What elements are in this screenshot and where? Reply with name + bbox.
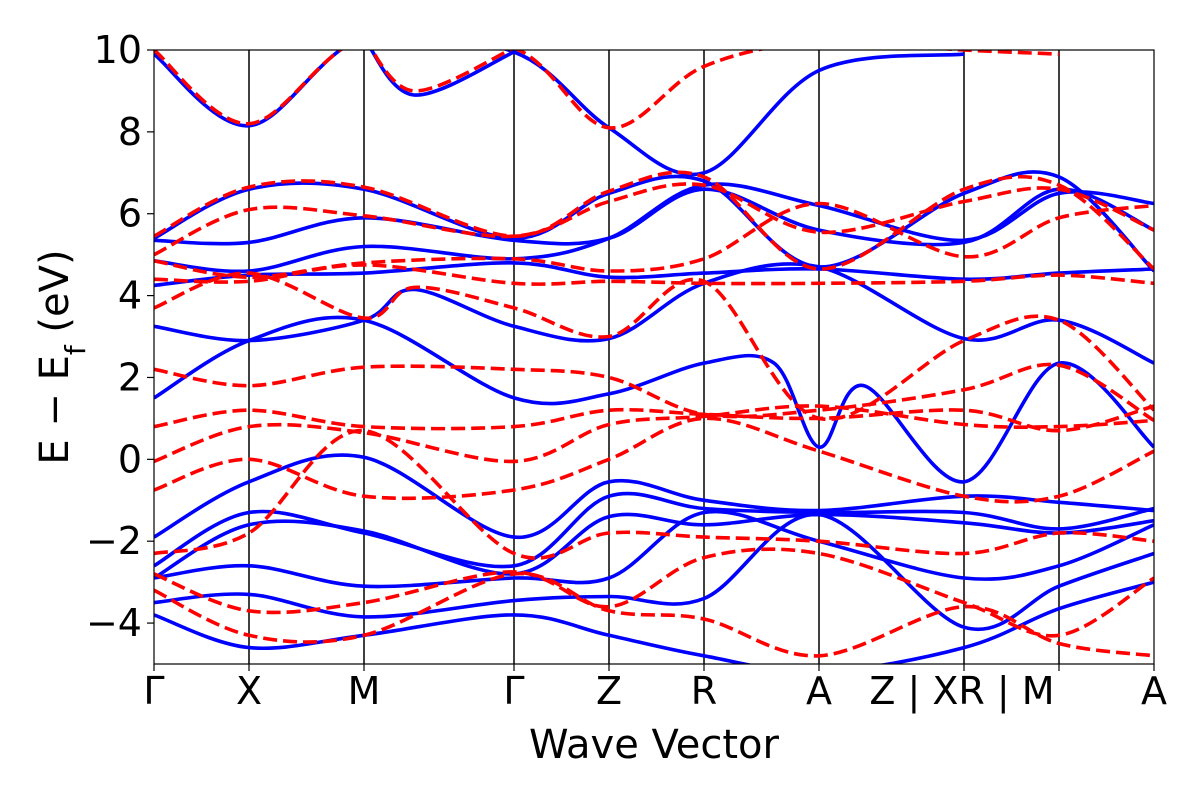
y-tick-label: 0	[118, 437, 142, 481]
x-axis-title: Wave Vector	[529, 722, 780, 768]
y-axis-title: E − Ef (eV)	[32, 249, 92, 464]
y-axis-ticks: −4 −2 0 2 4 6 8 10	[86, 28, 154, 645]
red-dashed-band-11	[154, 428, 1154, 560]
blue-solid-band-6	[154, 262, 1154, 365]
x-tick-label: Z | XR | M	[869, 669, 1054, 714]
y-axis-title-sub: f	[59, 344, 92, 355]
blue-solid-band-8	[154, 453, 1154, 539]
blue-solid-band-3	[154, 187, 1154, 247]
blue-solid-band-4	[154, 182, 1154, 274]
red-dashed-band-13	[154, 571, 1154, 658]
y-tick-label: −2	[86, 519, 142, 563]
bands-group	[154, 50, 1154, 664]
y-tick-label: 2	[118, 355, 142, 399]
y-tick-label: 4	[118, 274, 142, 318]
red-dashed-band-9	[154, 404, 1154, 464]
x-tick-label: X	[236, 669, 262, 713]
y-axis-title-main: E − E	[32, 355, 78, 465]
red-dashed-band-5	[154, 263, 1154, 286]
x-tick-label: A	[1141, 669, 1167, 713]
blue-solid-band-7	[154, 315, 1154, 484]
red-dashed-band-3	[154, 182, 1154, 257]
y-tick-label: 10	[94, 28, 142, 72]
y-tick-label: 8	[118, 110, 142, 154]
red-dashed-band-6	[154, 271, 1154, 422]
y-axis-title-unit: (eV)	[32, 249, 78, 345]
red-dashed-band-8	[154, 404, 1154, 433]
blue-solid-band-0	[154, 50, 965, 177]
x-axis-ticks: Γ X M Γ Z R A Z | XR | M A	[143, 664, 1167, 714]
x-tick-label: R	[691, 669, 717, 713]
blue-solid-band-13	[154, 580, 1154, 664]
plot-frame	[153, 49, 1155, 665]
x-tick-label: Γ	[143, 669, 164, 713]
red-dashed-band-10	[154, 416, 1154, 504]
x-tick-label: A	[806, 669, 832, 713]
blue-solid-band-11	[154, 509, 1154, 589]
x-tick-label: M	[348, 669, 381, 713]
red-dashed-band-2	[154, 170, 1154, 271]
red-dashed-band-7	[154, 362, 1154, 422]
x-tick-label: Γ	[503, 669, 524, 713]
blue-solid-band-9	[154, 491, 1154, 569]
high-symmetry-lines	[248, 50, 1060, 664]
y-tick-label: 6	[118, 192, 142, 236]
blue-solid-band-10	[154, 512, 1154, 580]
y-tick-label: −4	[86, 601, 142, 645]
red-dashed-band-12	[154, 547, 1154, 638]
x-tick-label: Z	[596, 669, 622, 713]
